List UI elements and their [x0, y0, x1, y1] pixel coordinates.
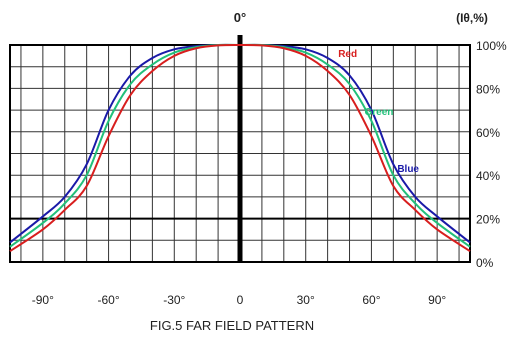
x-tick-label: 90°: [428, 293, 446, 307]
y-tick-label: 20%: [476, 213, 500, 227]
series-label-blue: Blue: [397, 164, 419, 175]
y-tick-label: 80%: [476, 82, 500, 96]
x-tick-label: 0: [237, 293, 244, 307]
series-label-green: Green: [364, 107, 393, 118]
x-tick-label: -90°: [32, 293, 54, 307]
x-tick-label: 60°: [362, 293, 380, 307]
y-tick-label: 0%: [476, 256, 494, 270]
series-label-red: Red: [338, 49, 357, 60]
series-group: Blue Green Red: [9, 43, 471, 252]
y-tick-labels: 0% 20% 40% 60% 80% 100%: [476, 39, 507, 270]
x-tick-label: -60°: [97, 293, 119, 307]
x-tick-label: 30°: [297, 293, 315, 307]
top-zero-label: 0°: [234, 10, 246, 25]
series-line-red: [9, 43, 471, 252]
x-tick-label: -30°: [163, 293, 185, 307]
y-tick-label: 60%: [476, 126, 500, 140]
y-tick-label: 40%: [476, 169, 500, 183]
y-unit-label: (Iθ,%): [456, 11, 488, 25]
y-tick-label: 100%: [476, 39, 507, 53]
chart-title: FIG.5 FAR FIELD PATTERN: [150, 318, 314, 333]
x-tick-labels: -90° -60° -30° 0 30° 60° 90°: [32, 293, 447, 307]
